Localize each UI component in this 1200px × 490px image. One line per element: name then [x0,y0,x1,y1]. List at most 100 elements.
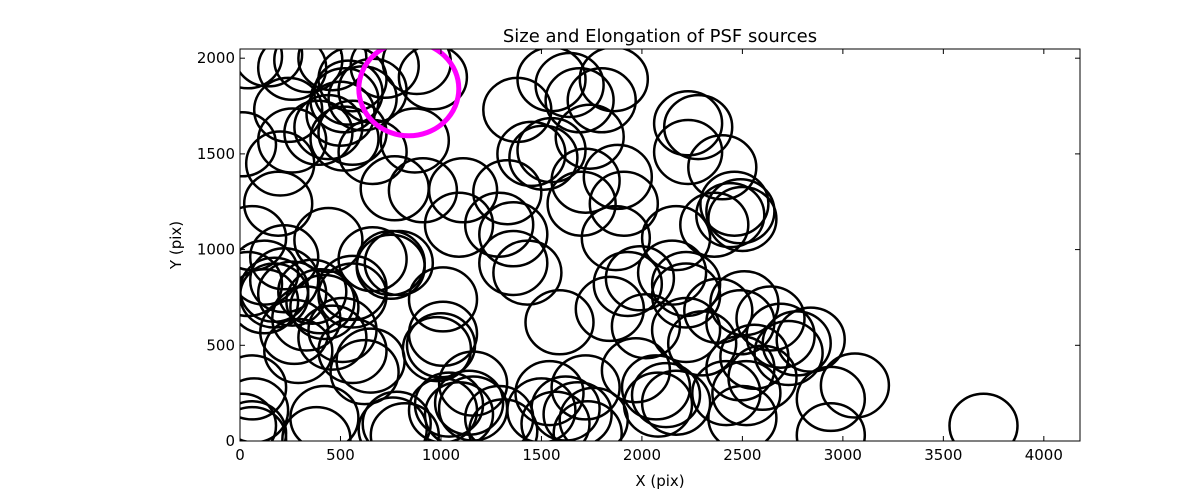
psf-source-marker [550,147,621,214]
y-axis-label: Y (pix) [167,221,185,270]
psf-source-marker [277,258,348,325]
psf-source-marker [691,359,762,427]
psf-source-marker [544,67,615,134]
psf-source-marker [492,239,563,306]
psf-source-marker [387,157,459,224]
y-tick-label: 2000 [197,49,235,67]
psf-source-marker [397,49,469,111]
psf-source-marker [662,93,734,161]
psf-source-marker [630,361,702,429]
y-tick-label: 500 [206,336,235,354]
psf-source-marker [317,317,388,385]
psf-source-marker [524,289,595,356]
x-tick-label: 1500 [522,446,560,464]
psf-source-marker [566,67,637,134]
psf-source-marker [242,170,314,237]
psf-source-marker [407,300,479,368]
psf-source-marker [554,103,625,170]
psf-source-marker [283,99,354,167]
psf-source-marker [666,310,738,377]
y-axis-ticks: 0 500 1000 1500 2000 [197,49,1080,450]
x-tick-label: 500 [326,446,355,464]
psf-source-marker [610,292,682,360]
y-tick-label: 1500 [197,145,235,163]
x-tick-label: 3000 [824,446,862,464]
psf-source-marker [711,359,782,427]
psf-source-marker [588,170,660,237]
x-tick-label: 4000 [1025,446,1063,464]
psf-source-marker [753,319,824,387]
psf-source-marker [271,285,342,352]
chart-title: Size and Elongation of PSF sources [503,26,817,47]
x-tick-label: 3500 [924,446,962,464]
psf-source-marker [514,359,585,427]
y-tick-label: 0 [225,432,235,450]
psf-source-marker [379,107,451,174]
psf-source-marker [558,386,629,441]
psf-source-marker [707,384,778,441]
psf-source-marker [289,384,360,441]
psf-source-marker [240,49,304,88]
psf-source-marker [552,400,623,441]
psf-source-marker [550,354,621,421]
x-axis-ticks: 0 500 1000 1500 2000 2500 3000 3500 4000 [235,49,1063,464]
psf-source-marker [580,204,652,272]
psf-source-marker [695,181,766,249]
psf-source-marker [240,377,290,441]
psf-source-marker [407,266,479,333]
psf-source-marker [240,354,288,421]
x-tick-label: 2000 [623,446,661,464]
psf-source-marker [640,369,712,436]
psf-source-marker [795,402,867,441]
psf-source-marker [478,201,549,268]
psf-source-marker [948,392,1019,441]
psf-source-marker [240,111,278,178]
psf-source-marker [534,51,605,119]
psf-source-marker [472,158,543,226]
psf-source-marker [679,191,750,258]
psf-source-marker [652,118,724,186]
x-tick-label: 1000 [422,446,460,464]
psf-source-marker [604,245,676,312]
psf-source-marker [240,392,278,441]
psf-source-marker [401,315,473,383]
psf-source-marker [520,390,591,441]
psf-source-marker [578,49,650,113]
x-axis-label: X (pix) [635,472,684,490]
psf-source-marker [240,405,288,441]
psf-source-marker [735,285,806,352]
psf-source-marker [506,377,577,441]
psf-source-marker [508,124,579,191]
psf-source-marker [707,185,778,253]
psf-source-marker [263,317,334,385]
psf-source-marker [297,304,368,371]
psf-source-marker [423,380,495,441]
psf-source-marker [478,229,549,297]
psf-source-marker [293,93,364,161]
psf-source-marker [259,298,330,366]
psf-source-marker [652,90,724,157]
psf-source-marker [699,170,770,237]
psf-source-marker [363,229,435,297]
psf-source-marker [727,344,798,412]
psf-source-marker [592,250,664,318]
y-tick-label: 1000 [197,241,235,259]
psf-source-marker [248,224,320,291]
psf-source-marker [252,76,324,144]
plot-frame [239,48,1081,442]
highlighted-source-marker [356,49,462,139]
psf-source-marker [795,365,867,433]
psf-source-marker [423,191,495,258]
psf-source-marker [289,273,360,341]
psf-source-marker [542,380,613,441]
psf-source-marker [240,49,284,90]
psf-source-marker [620,354,692,421]
psf-source-marker [687,134,758,201]
psf-source-marker [329,338,400,406]
psf-source-marker [468,398,539,441]
psf-source-marker [427,157,499,224]
psf-source-marker [819,352,891,419]
x-tick-label: 2500 [723,446,761,464]
psf-source-marker [582,143,654,211]
